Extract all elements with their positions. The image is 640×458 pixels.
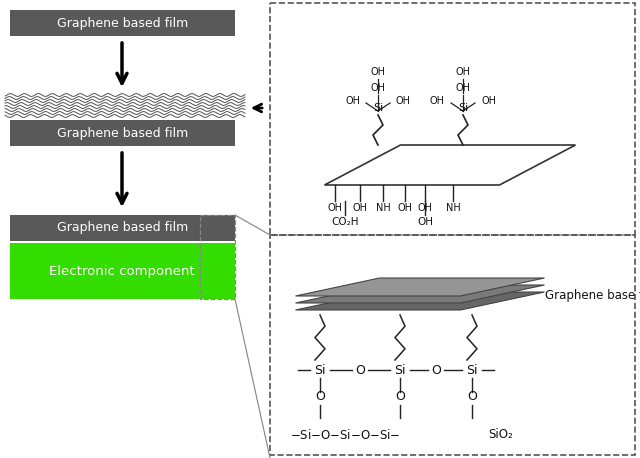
Text: Graphene base film: Graphene base film	[545, 289, 640, 301]
Text: O: O	[431, 364, 441, 376]
Text: OH: OH	[430, 96, 445, 106]
Text: OH: OH	[371, 83, 385, 93]
Text: SiO₂: SiO₂	[488, 429, 513, 442]
Text: NH: NH	[445, 203, 460, 213]
Text: OH: OH	[396, 96, 411, 106]
Text: OH: OH	[353, 203, 367, 213]
Text: OH: OH	[328, 203, 342, 213]
Text: OH: OH	[481, 96, 496, 106]
Text: OH: OH	[397, 203, 413, 213]
Text: O: O	[355, 364, 365, 376]
Polygon shape	[296, 292, 545, 310]
Text: O: O	[315, 391, 325, 403]
Bar	[10, 243, 235, 299]
Text: OH: OH	[417, 203, 433, 213]
Text: Si: Si	[394, 364, 406, 376]
Bar	[270, 235, 635, 455]
Polygon shape	[296, 278, 545, 296]
Bar	[270, 3, 635, 235]
Text: Si: Si	[373, 103, 383, 113]
Polygon shape	[296, 285, 545, 303]
Text: OH: OH	[456, 83, 470, 93]
Text: Si: Si	[467, 364, 477, 376]
Bar	[10, 215, 235, 241]
Text: OH: OH	[371, 67, 385, 77]
Bar	[10, 120, 235, 146]
Bar	[10, 10, 235, 36]
Text: Electronic component: Electronic component	[49, 265, 195, 278]
Text: OH: OH	[456, 67, 470, 77]
Text: OH: OH	[417, 217, 433, 227]
Text: NH: NH	[376, 203, 390, 213]
Text: Graphene based film: Graphene based film	[57, 16, 188, 29]
Text: Si: Si	[314, 364, 326, 376]
Text: Graphene based film: Graphene based film	[57, 222, 188, 234]
Text: OH: OH	[345, 96, 360, 106]
Text: O: O	[395, 391, 405, 403]
Polygon shape	[324, 145, 575, 185]
Text: O: O	[467, 391, 477, 403]
Text: CO₂H: CO₂H	[332, 217, 359, 227]
Text: Graphene based film: Graphene based film	[57, 126, 188, 140]
Text: Si: Si	[458, 103, 468, 113]
Bar	[200, 215, 235, 299]
Text: $-$Si$-$O$-$Si$-$O$-$Si$-$: $-$Si$-$O$-$Si$-$O$-$Si$-$	[290, 428, 401, 442]
